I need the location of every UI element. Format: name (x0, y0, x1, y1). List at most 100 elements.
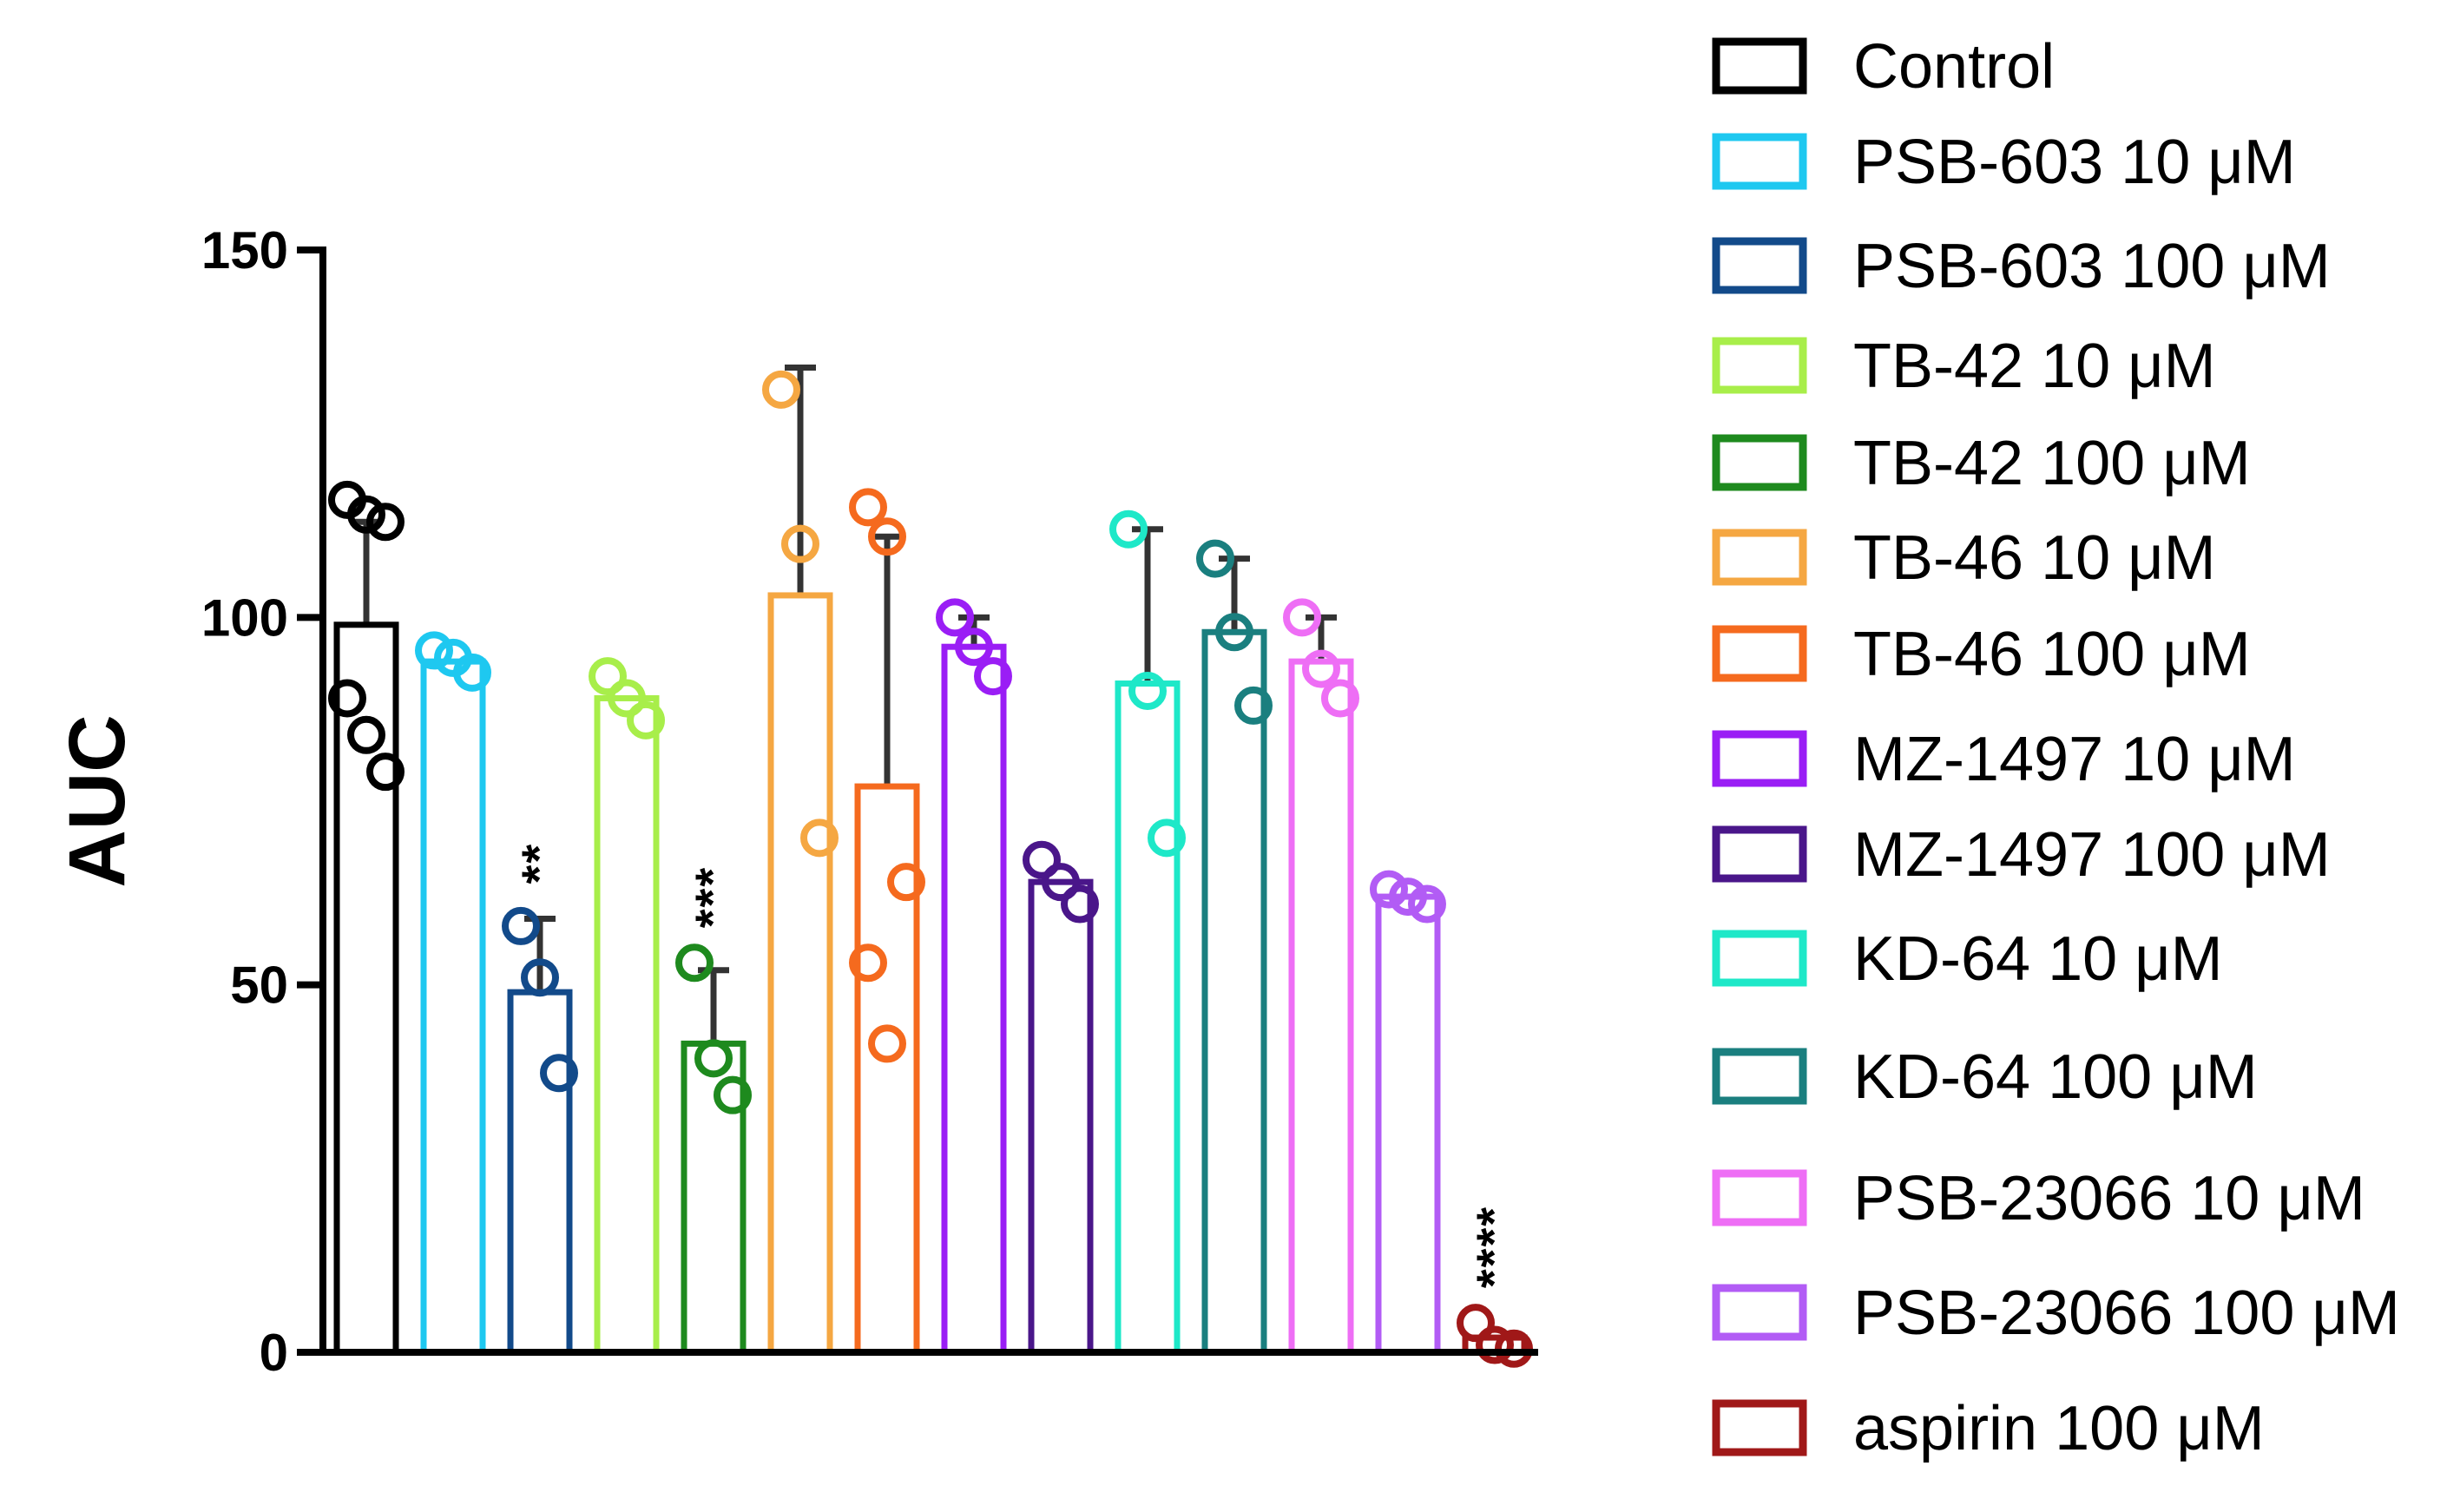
bar (767, 592, 833, 1356)
data-point (1302, 649, 1340, 688)
bar (594, 694, 660, 1356)
legend-label: PSB-23066 10 μM (1853, 1164, 2365, 1233)
data-point (868, 517, 906, 556)
significance-label: *** (685, 866, 740, 928)
legend-label: KD-64 10 μM (1853, 924, 2223, 994)
y-tick-label: 50 (230, 957, 288, 1015)
data-point (1023, 840, 1061, 879)
y-axis-title: AUC (53, 714, 141, 887)
data-point (974, 657, 1012, 696)
bar (681, 1040, 747, 1356)
data-point (1128, 672, 1167, 710)
bar (1201, 628, 1267, 1356)
legend-label: PSB-603 10 μM (1853, 128, 2296, 197)
series-group (328, 480, 405, 1356)
data-point (714, 1075, 752, 1114)
legend-swatch (1712, 133, 1807, 190)
data-point (540, 1054, 578, 1093)
bar (333, 621, 399, 1356)
data-point (1109, 509, 1148, 549)
legend-item: aspirin 100 μM (1712, 1394, 2265, 1463)
legend-swatch (1712, 930, 1807, 987)
series-group (1370, 870, 1446, 1356)
legend-swatch (1712, 37, 1807, 95)
data-point (627, 700, 665, 740)
data-point (1321, 679, 1359, 718)
legend-label: MZ-1497 10 μM (1853, 725, 2296, 794)
data-point (1408, 884, 1446, 924)
bar (1028, 878, 1094, 1356)
legend-item: TB-42 100 μM (1712, 429, 2251, 498)
data-point (1370, 870, 1408, 909)
bar (1115, 680, 1181, 1356)
data-point (887, 863, 925, 902)
bar (1375, 893, 1441, 1356)
data-point (694, 1039, 733, 1078)
series-group: *** (675, 866, 752, 1356)
series-group (1023, 840, 1099, 1356)
bar (507, 989, 573, 1356)
series-group (1196, 539, 1273, 1356)
legend-item: MZ-1497 10 μM (1712, 725, 2296, 794)
legend-label: Control (1853, 32, 2055, 102)
data-point (1042, 863, 1080, 902)
legend-label: TB-42 10 μM (1853, 332, 2216, 401)
legend-item: KD-64 100 μM (1712, 1042, 2258, 1112)
data-point (366, 753, 405, 792)
bar (420, 658, 486, 1356)
y-tick-label: 150 (201, 221, 288, 279)
data-point (608, 679, 646, 718)
legend-swatch (1712, 237, 1807, 294)
legend-swatch (1712, 1048, 1807, 1105)
data-point (800, 818, 839, 858)
data-point (1148, 818, 1186, 858)
data-point (762, 370, 800, 409)
legend-item: KD-64 10 μM (1712, 924, 2223, 994)
legend-swatch (1712, 1169, 1807, 1226)
series-group (589, 657, 665, 1356)
legend-swatch (1712, 730, 1807, 787)
legend-label: aspirin 100 μM (1853, 1394, 2265, 1463)
data-point (849, 943, 887, 983)
data-point (1215, 613, 1253, 652)
data-point (781, 524, 819, 563)
y-tick-label: 0 (260, 1324, 288, 1382)
data-point (1457, 1304, 1495, 1343)
data-point (1283, 598, 1321, 637)
legend-item: TB-42 10 μM (1712, 332, 2216, 401)
legend-item: TB-46 100 μM (1712, 620, 2251, 689)
data-point (328, 679, 366, 718)
data-point (347, 715, 385, 754)
legend-label: PSB-603 100 μM (1853, 232, 2331, 301)
legend-swatch (1712, 434, 1807, 491)
series-group: **** (1457, 1206, 1533, 1368)
legend-label: TB-42 100 μM (1853, 429, 2251, 498)
data-point (415, 631, 453, 670)
legend-swatch (1712, 1399, 1807, 1456)
data-point (347, 495, 385, 534)
series-group (415, 631, 491, 1356)
legend-swatch (1712, 529, 1807, 586)
bar (854, 783, 920, 1356)
significance-label: **** (1466, 1206, 1521, 1288)
data-point (1234, 686, 1273, 725)
legend-label: TB-46 10 μM (1853, 523, 2216, 593)
bar (1288, 658, 1354, 1356)
y-tick-label: 100 (201, 588, 288, 647)
legend-swatch (1712, 625, 1807, 682)
data-point (675, 943, 714, 983)
legend-item: PSB-23066 100 μM (1712, 1279, 2400, 1348)
data-point (366, 503, 405, 542)
legend: Control PSB-603 10 μM PSB-603 100 μM TB-42 … (1712, 32, 2400, 1463)
legend-item: PSB-603 100 μM (1712, 232, 2331, 301)
series-group (936, 598, 1012, 1356)
data-point (521, 958, 559, 997)
legend-label: KD-64 100 μM (1853, 1042, 2258, 1112)
legend-label: MZ-1497 100 μM (1853, 820, 2331, 890)
data-point (453, 653, 491, 692)
legend-label: TB-46 100 μM (1853, 620, 2251, 689)
bar (941, 643, 1007, 1356)
legend-item: MZ-1497 100 μM (1712, 820, 2331, 890)
data-point (849, 488, 887, 527)
data-point (955, 628, 993, 667)
